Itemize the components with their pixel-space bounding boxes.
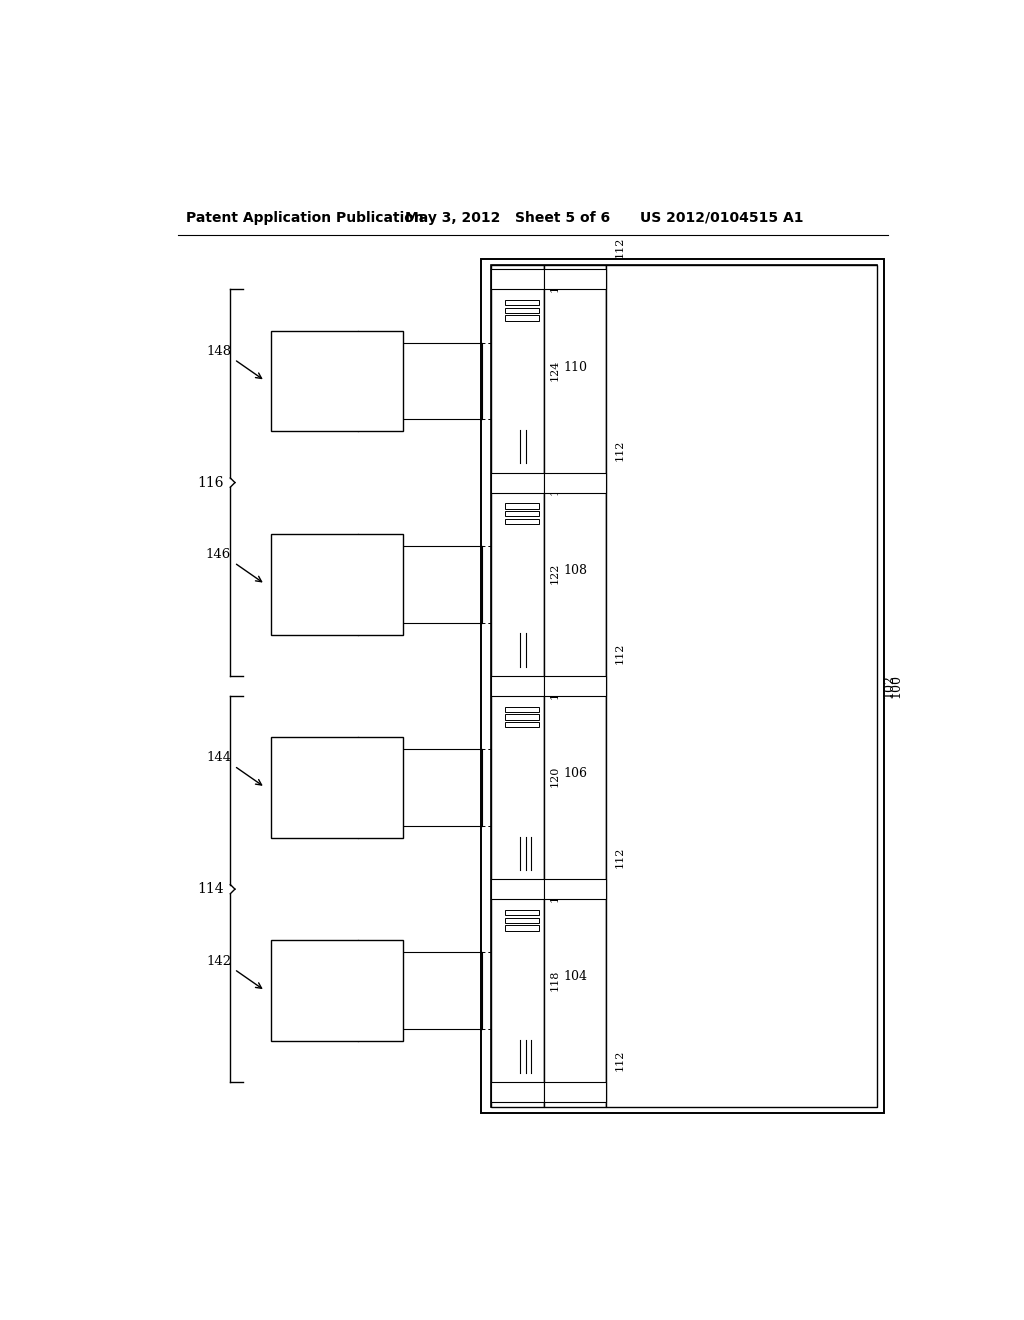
- Bar: [544, 473, 606, 492]
- Text: 134: 134: [557, 676, 565, 696]
- Text: 138: 138: [369, 803, 393, 816]
- Bar: [544, 676, 606, 696]
- Text: 140: 140: [303, 396, 327, 409]
- Text: 126: 126: [564, 1082, 573, 1102]
- Text: 114: 114: [198, 882, 224, 896]
- Text: 118: 118: [550, 969, 560, 991]
- Bar: [544, 269, 606, 289]
- Text: FIG. 7: FIG. 7: [720, 636, 823, 667]
- Text: 140: 140: [303, 1006, 327, 1019]
- Bar: [480, 259, 884, 1113]
- Text: 122: 122: [550, 562, 560, 585]
- Bar: [505, 909, 539, 915]
- Bar: [505, 519, 539, 524]
- Text: 138: 138: [369, 1006, 393, 1019]
- Bar: [492, 1082, 544, 1102]
- Bar: [505, 925, 539, 931]
- Text: 108: 108: [563, 564, 587, 577]
- Text: 138: 138: [369, 599, 393, 612]
- Text: 104: 104: [563, 970, 587, 983]
- Bar: [505, 714, 539, 719]
- Bar: [271, 940, 403, 1041]
- Text: 112: 112: [614, 236, 625, 257]
- Text: 128: 128: [550, 880, 560, 902]
- Text: 112: 112: [614, 440, 625, 461]
- Text: 144: 144: [206, 751, 231, 764]
- Bar: [505, 315, 539, 321]
- Text: 148: 148: [206, 345, 231, 358]
- Text: 136: 136: [549, 1082, 558, 1102]
- Text: 136: 136: [549, 676, 558, 696]
- Bar: [544, 1082, 606, 1102]
- Text: 136: 136: [549, 473, 558, 492]
- Text: 100: 100: [890, 673, 903, 698]
- Bar: [505, 503, 539, 508]
- Text: 110: 110: [563, 360, 587, 374]
- Text: 132: 132: [550, 474, 560, 495]
- Text: 146: 146: [206, 548, 231, 561]
- Bar: [606, 264, 878, 1107]
- Bar: [492, 269, 544, 289]
- Text: 142: 142: [206, 954, 231, 968]
- Text: US 2012/0104515 A1: US 2012/0104515 A1: [640, 211, 803, 224]
- Text: 140: 140: [303, 599, 327, 612]
- Bar: [271, 330, 403, 432]
- Bar: [544, 879, 606, 899]
- Text: 132: 132: [550, 271, 560, 292]
- Bar: [492, 264, 544, 1107]
- Text: 136: 136: [549, 879, 558, 899]
- Text: 112: 112: [614, 846, 625, 867]
- Text: 128: 128: [550, 677, 560, 698]
- Bar: [505, 706, 539, 711]
- Text: 134: 134: [557, 473, 565, 492]
- Bar: [505, 308, 539, 313]
- Bar: [505, 722, 539, 727]
- Bar: [492, 473, 544, 492]
- Text: Patent Application Publication: Patent Application Publication: [186, 211, 424, 224]
- Text: 134: 134: [557, 879, 565, 899]
- Text: 120: 120: [550, 766, 560, 788]
- Text: 126: 126: [564, 879, 573, 899]
- Bar: [492, 879, 544, 899]
- Text: 106: 106: [563, 767, 587, 780]
- Bar: [505, 300, 539, 305]
- Bar: [505, 511, 539, 516]
- Text: 138: 138: [369, 396, 393, 409]
- Bar: [505, 917, 539, 923]
- Text: 124: 124: [550, 359, 560, 381]
- Bar: [271, 737, 403, 838]
- Text: 134: 134: [557, 1082, 565, 1102]
- Text: 140: 140: [303, 803, 327, 816]
- Text: 116: 116: [198, 475, 224, 490]
- Text: 102: 102: [882, 675, 895, 698]
- Bar: [492, 264, 878, 1107]
- Text: 112: 112: [614, 1049, 625, 1071]
- Text: 112: 112: [614, 643, 625, 664]
- Text: May 3, 2012   Sheet 5 of 6: May 3, 2012 Sheet 5 of 6: [406, 211, 610, 224]
- Bar: [492, 676, 544, 696]
- Bar: [271, 533, 403, 635]
- Bar: [544, 264, 606, 1107]
